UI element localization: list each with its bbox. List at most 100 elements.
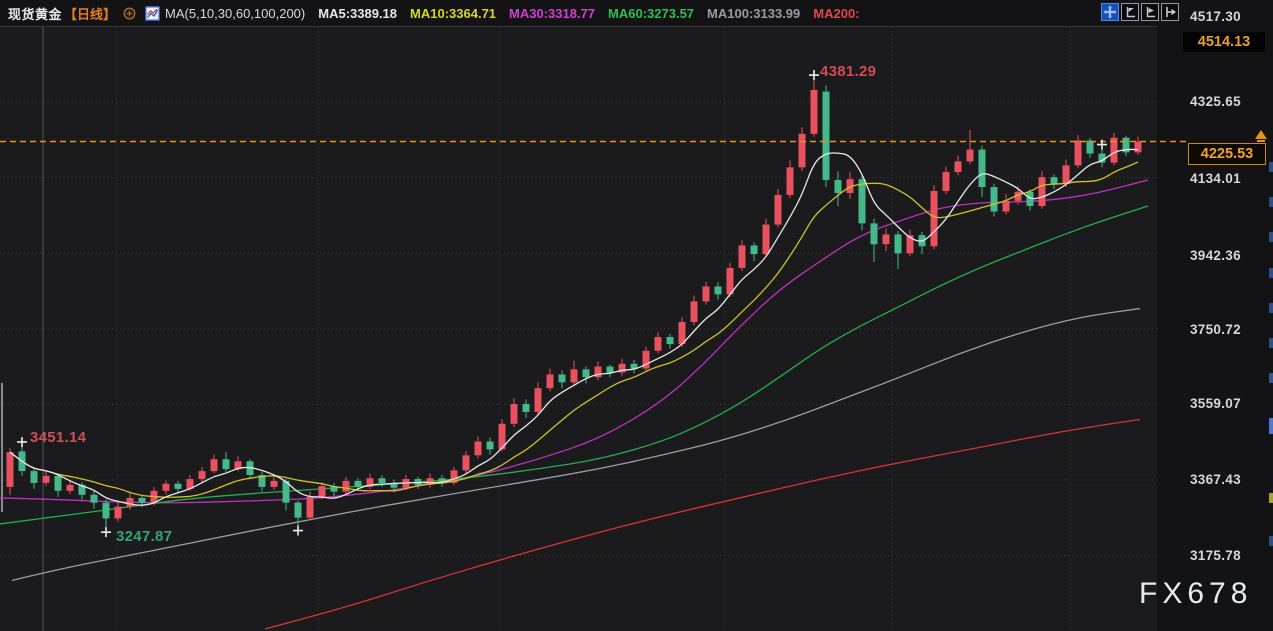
ma-formula-label: MA(5,10,30,60,100,200)	[165, 5, 306, 21]
candle-body	[102, 502, 110, 519]
candle-body	[726, 267, 734, 295]
ma-value: MA200:	[813, 5, 860, 21]
candle-body	[570, 369, 578, 383]
scale-right-tool-button[interactable]	[1141, 3, 1159, 21]
candle-body	[510, 404, 518, 424]
candle-body	[78, 484, 86, 495]
candle-body	[450, 470, 458, 483]
candle-body	[882, 234, 890, 245]
candle-body	[846, 179, 854, 193]
indicator-chart-icon[interactable]	[145, 5, 160, 21]
candle-body	[642, 350, 650, 369]
candle-body	[42, 475, 50, 483]
ma-value: MA30:3318.77	[509, 5, 596, 21]
cutoff-icon-fragment	[1269, 268, 1273, 278]
candle-body	[678, 321, 686, 345]
candle-body	[222, 459, 230, 470]
ma-line-ma60	[0, 205, 1149, 525]
candle-body	[330, 486, 338, 492]
candle-body	[1002, 200, 1010, 212]
cutoff-icon-fragment	[1269, 232, 1273, 242]
ma-value: MA5:3389.18	[318, 5, 398, 21]
ma-line-ma200	[264, 418, 1141, 630]
candle-body	[342, 480, 350, 492]
extreme-marker-cross	[17, 436, 27, 447]
candle-body	[282, 480, 290, 503]
candle-body	[1134, 141, 1142, 153]
ma-line-ma100	[11, 307, 1141, 581]
axis-price-label: 4325.65	[1190, 94, 1241, 109]
candle-body	[618, 363, 626, 373]
price-extreme-annotation: 4381.29	[820, 63, 877, 80]
ma-value: MA10:3364.71	[410, 5, 497, 21]
axis-price-label: 3750.72	[1190, 322, 1241, 337]
candle-body	[162, 483, 170, 491]
candle-body	[834, 179, 842, 193]
extreme-marker-cross	[809, 70, 819, 81]
candle-body	[438, 478, 446, 483]
candle-body	[582, 369, 590, 378]
candle-body	[1038, 177, 1046, 207]
candle-body	[426, 478, 434, 485]
axis-price-label: 3367.43	[1190, 472, 1241, 487]
candle-body	[702, 286, 710, 302]
candle-body	[978, 149, 986, 188]
ma-value: MA60:3273.57	[608, 5, 695, 21]
candle-body	[486, 441, 494, 450]
candle-body	[474, 441, 482, 456]
candle-body	[1062, 165, 1070, 184]
cutoff-icon-fragment	[1269, 197, 1273, 207]
candle-body	[942, 172, 950, 192]
candle-body	[138, 497, 146, 503]
candle-body	[594, 366, 602, 378]
candle-body	[822, 91, 830, 180]
price-extreme-annotation: 3247.87	[116, 528, 173, 545]
interval-label: 【日线】	[64, 6, 117, 22]
cutoff-icon-fragment	[1269, 338, 1273, 348]
cutoff-icon-fragment	[1269, 493, 1273, 503]
ma-line-ma5	[9, 148, 1139, 506]
candle-body	[1026, 191, 1034, 207]
candle-body	[354, 480, 362, 487]
candle-body	[66, 484, 74, 491]
candle-body	[798, 133, 806, 168]
candle-body	[870, 223, 878, 245]
extreme-marker-cross	[101, 527, 111, 538]
candle-body	[786, 167, 794, 195]
scale-left-tool-button[interactable]	[1121, 3, 1139, 21]
price-alert-arrow-base	[1257, 140, 1265, 142]
candle-body	[546, 374, 554, 389]
watermark-logo: FX678	[1139, 577, 1253, 610]
chart-header: 现货黄金 【日线】 MA(5,10,30,60,100,200) MA5:338…	[0, 0, 1273, 26]
candle-body	[990, 187, 998, 212]
pan-tool-button[interactable]	[1101, 3, 1119, 21]
axis-price-label: 3942.36	[1190, 248, 1241, 263]
candle-body	[378, 478, 386, 483]
candle-body	[30, 471, 38, 483]
candle-body	[738, 245, 746, 268]
candle-body	[750, 245, 758, 255]
shift-right-tool-button[interactable]	[1161, 3, 1179, 21]
extreme-marker-cross	[1097, 139, 1107, 150]
price-alert-arrow-icon	[1255, 130, 1267, 139]
add-indicator-icon[interactable]	[123, 7, 136, 20]
cutoff-icon-fragment	[1269, 418, 1273, 434]
candle-body	[126, 497, 134, 507]
axis-price-label: 3559.07	[1190, 396, 1241, 411]
candle-body	[174, 483, 182, 489]
candle-body	[858, 179, 866, 224]
candle-body	[366, 478, 374, 487]
candle-body	[306, 496, 314, 518]
candle-body	[774, 194, 782, 225]
chart-toolbar	[1101, 3, 1179, 21]
candle-body	[54, 475, 62, 491]
candle-body	[810, 90, 818, 134]
candle-body	[762, 224, 770, 255]
ma-line-ma30	[0, 179, 1149, 504]
candle-body	[558, 374, 566, 383]
axis-price-label: 4134.01	[1190, 171, 1241, 186]
ma-values-readout: MA5:3389.18 MA10:3364.71 MA30:3318.77 MA60:…	[305, 6, 859, 21]
candle-body	[1074, 140, 1082, 166]
candle-body	[534, 388, 542, 412]
